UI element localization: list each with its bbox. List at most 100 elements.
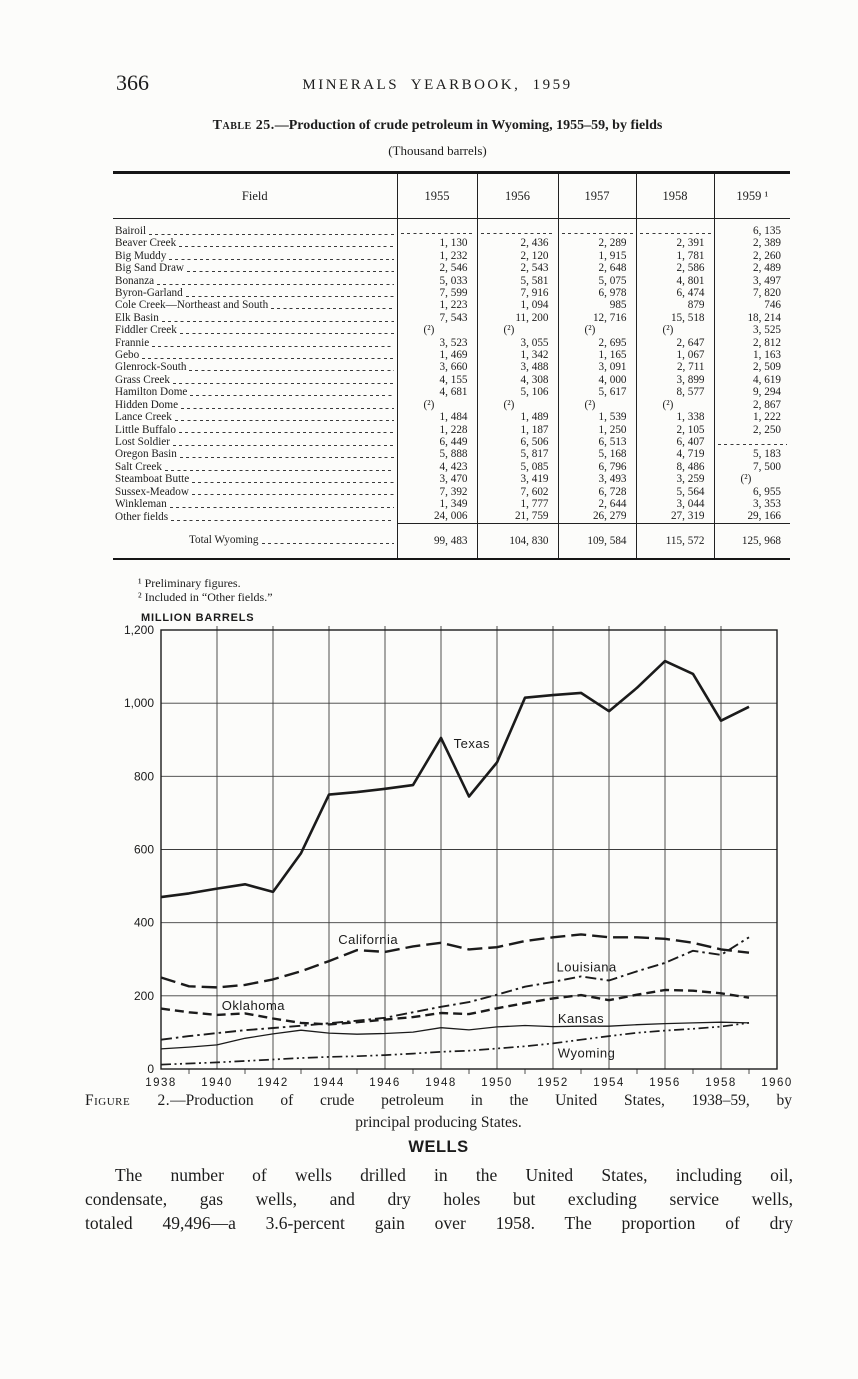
value-cell: 2, 648 — [557, 262, 636, 275]
field-name: Big Muddy — [115, 249, 167, 262]
field-name-cell: Sussex-Meadow — [113, 486, 397, 498]
table-row: Lost Soldier 6, 449 6, 506 6, 513 6, 407 — [113, 435, 790, 449]
column-header: Field — [113, 172, 397, 219]
value-cell: 18, 214 — [713, 311, 790, 325]
value-cell: 2, 711 — [635, 361, 714, 374]
value-cell: 6, 955 — [713, 485, 790, 498]
table-row: Little Buffalo 1, 228 1, 187 1, 250 2, 105 2,… — [113, 423, 790, 436]
series-label-texas: Texas — [454, 736, 490, 751]
value-cell: 7, 820 — [713, 287, 790, 300]
series-label-california: California — [338, 932, 398, 947]
field-name-cell: Gebo — [113, 349, 397, 361]
series-line-oklahoma — [160, 988, 750, 1026]
field-name: Other fields — [115, 510, 169, 523]
value-cell: 5, 033 — [396, 274, 477, 288]
field-name: Grass Creek — [115, 373, 170, 386]
leader-dashes — [271, 308, 394, 310]
paragraph-line: The number of wells drilled in the Unite… — [115, 1165, 793, 1185]
field-name: Hidden Dome — [115, 398, 179, 411]
leader-dashes — [189, 370, 394, 372]
value-cell: (²) — [713, 473, 790, 486]
field-name-cell: Big Sand Draw — [113, 262, 397, 274]
value-cell: 1, 165 — [557, 349, 636, 362]
table-row: Winkleman 1, 349 1, 777 2, 644 3, 044 3, 353 — [113, 497, 790, 511]
leader-dashes — [190, 395, 394, 397]
value-cell: 1, 228 — [396, 423, 477, 436]
value-cell: 1, 222 — [713, 411, 790, 424]
value-cell: 1, 067 — [635, 349, 714, 362]
value-cell: 5, 817 — [476, 448, 558, 461]
leader-dashes — [173, 382, 394, 384]
value-cell: 746 — [713, 299, 790, 312]
y-tick-label: 600 — [134, 843, 154, 857]
field-name-cell: Hamilton Dome — [113, 386, 397, 398]
value-cell: 5, 075 — [557, 274, 636, 288]
value-cell: 4, 801 — [635, 274, 714, 288]
value-cell: 2, 695 — [557, 336, 636, 350]
value-cell: (²) — [635, 398, 714, 412]
field-name-cell: Oregon Basin — [113, 448, 397, 460]
field-name-cell: Little Buffalo — [113, 424, 397, 436]
total-row: Total Wyoming 99, 483 104, 830 109, 584 115,… — [113, 522, 790, 559]
table-row: Oregon Basin 5, 888 5, 817 5, 168 4, 719 5, 1… — [113, 448, 790, 461]
value-cell: 3, 091 — [557, 361, 636, 374]
value-cell: 2, 867 — [713, 398, 790, 412]
value-cell: 115, 572 — [635, 522, 714, 559]
value-cell: 99, 483 — [396, 522, 477, 559]
value-cell: 21, 759 — [476, 510, 558, 524]
value-cell: 1, 915 — [557, 249, 636, 263]
footnote-2: ² Included in “Other fields.” — [138, 590, 273, 604]
value-cell: 3, 419 — [476, 473, 558, 486]
x-tick-label: 1958 — [705, 1077, 737, 1089]
field-name-cell: Bairoil — [113, 219, 397, 238]
field-name: Steamboat Butte — [115, 473, 190, 486]
table-row: Beaver Creek 1, 130 2, 436 2, 289 2, 391 2, 3… — [113, 237, 790, 250]
value-cell: 7, 916 — [476, 287, 558, 300]
field-name: Total Wyoming — [189, 534, 259, 547]
series-label-wyoming: Wyoming — [558, 1046, 616, 1061]
y-tick-label: 400 — [134, 916, 154, 930]
value-cell: 11, 200 — [476, 311, 558, 325]
leader-dashes — [171, 519, 394, 521]
value-cell: 6, 513 — [557, 435, 636, 449]
series-label-louisiana: Louisiana — [557, 960, 617, 975]
value-cell: 5, 617 — [557, 386, 636, 399]
field-name: Byron-Garland — [115, 287, 183, 300]
leader-dashes — [261, 543, 394, 545]
field-name-cell: Salt Creek — [113, 461, 397, 473]
field-name: Lost Soldier — [115, 435, 171, 448]
table-row: Sussex-Meadow 7, 392 7, 602 6, 728 5, 564 6, … — [113, 485, 790, 498]
leader-dashes — [179, 333, 394, 335]
table-row: Big Sand Draw 2, 546 2, 543 2, 648 2, 586 2, … — [113, 262, 790, 275]
body-paragraph: The number of wells drilled in the Unite… — [85, 1164, 793, 1235]
series-line-louisiana — [160, 936, 750, 1041]
value-cell: 985 — [557, 299, 636, 312]
field-name: Bonanza — [115, 274, 155, 287]
leader-dashes — [157, 283, 394, 285]
series-label-oklahoma: Oklahoma — [222, 998, 286, 1013]
table-row: Elk Basin 7, 543 11, 200 12, 716 15, 518 18, … — [113, 311, 790, 325]
x-tick-label: 1944 — [313, 1077, 345, 1089]
value-cell: 2, 546 — [396, 262, 477, 275]
x-tick-label: 1940 — [201, 1077, 233, 1089]
value-cell: 7, 543 — [396, 311, 477, 325]
x-tick-label: 1950 — [481, 1077, 513, 1089]
table-row: Cole Creek—Northeast and South 1, 223 1, 0… — [113, 299, 790, 312]
x-tick-label: 1952 — [537, 1077, 569, 1089]
grid-lines — [161, 626, 777, 1074]
leader-dashes — [161, 320, 394, 322]
series-line-kansas — [160, 1021, 750, 1050]
value-cell — [396, 218, 477, 238]
value-cell: 1, 489 — [476, 411, 558, 424]
value-cell: 26, 279 — [557, 510, 636, 524]
value-cell: 6, 978 — [557, 287, 636, 300]
value-cell: 5, 106 — [476, 386, 558, 399]
table-row: Hamilton Dome 4, 681 5, 106 5, 617 8, 577 9, … — [113, 386, 790, 399]
value-cell: 5, 085 — [476, 460, 558, 474]
series-line-wyoming — [160, 1022, 750, 1066]
column-header: 1957 — [557, 172, 636, 219]
table-row: Gebo 1, 469 1, 342 1, 165 1, 067 1, 163 — [113, 349, 790, 362]
x-tick-label: 1942 — [257, 1077, 289, 1089]
value-cell: 2, 586 — [635, 262, 714, 275]
leader-dashes — [179, 246, 394, 248]
